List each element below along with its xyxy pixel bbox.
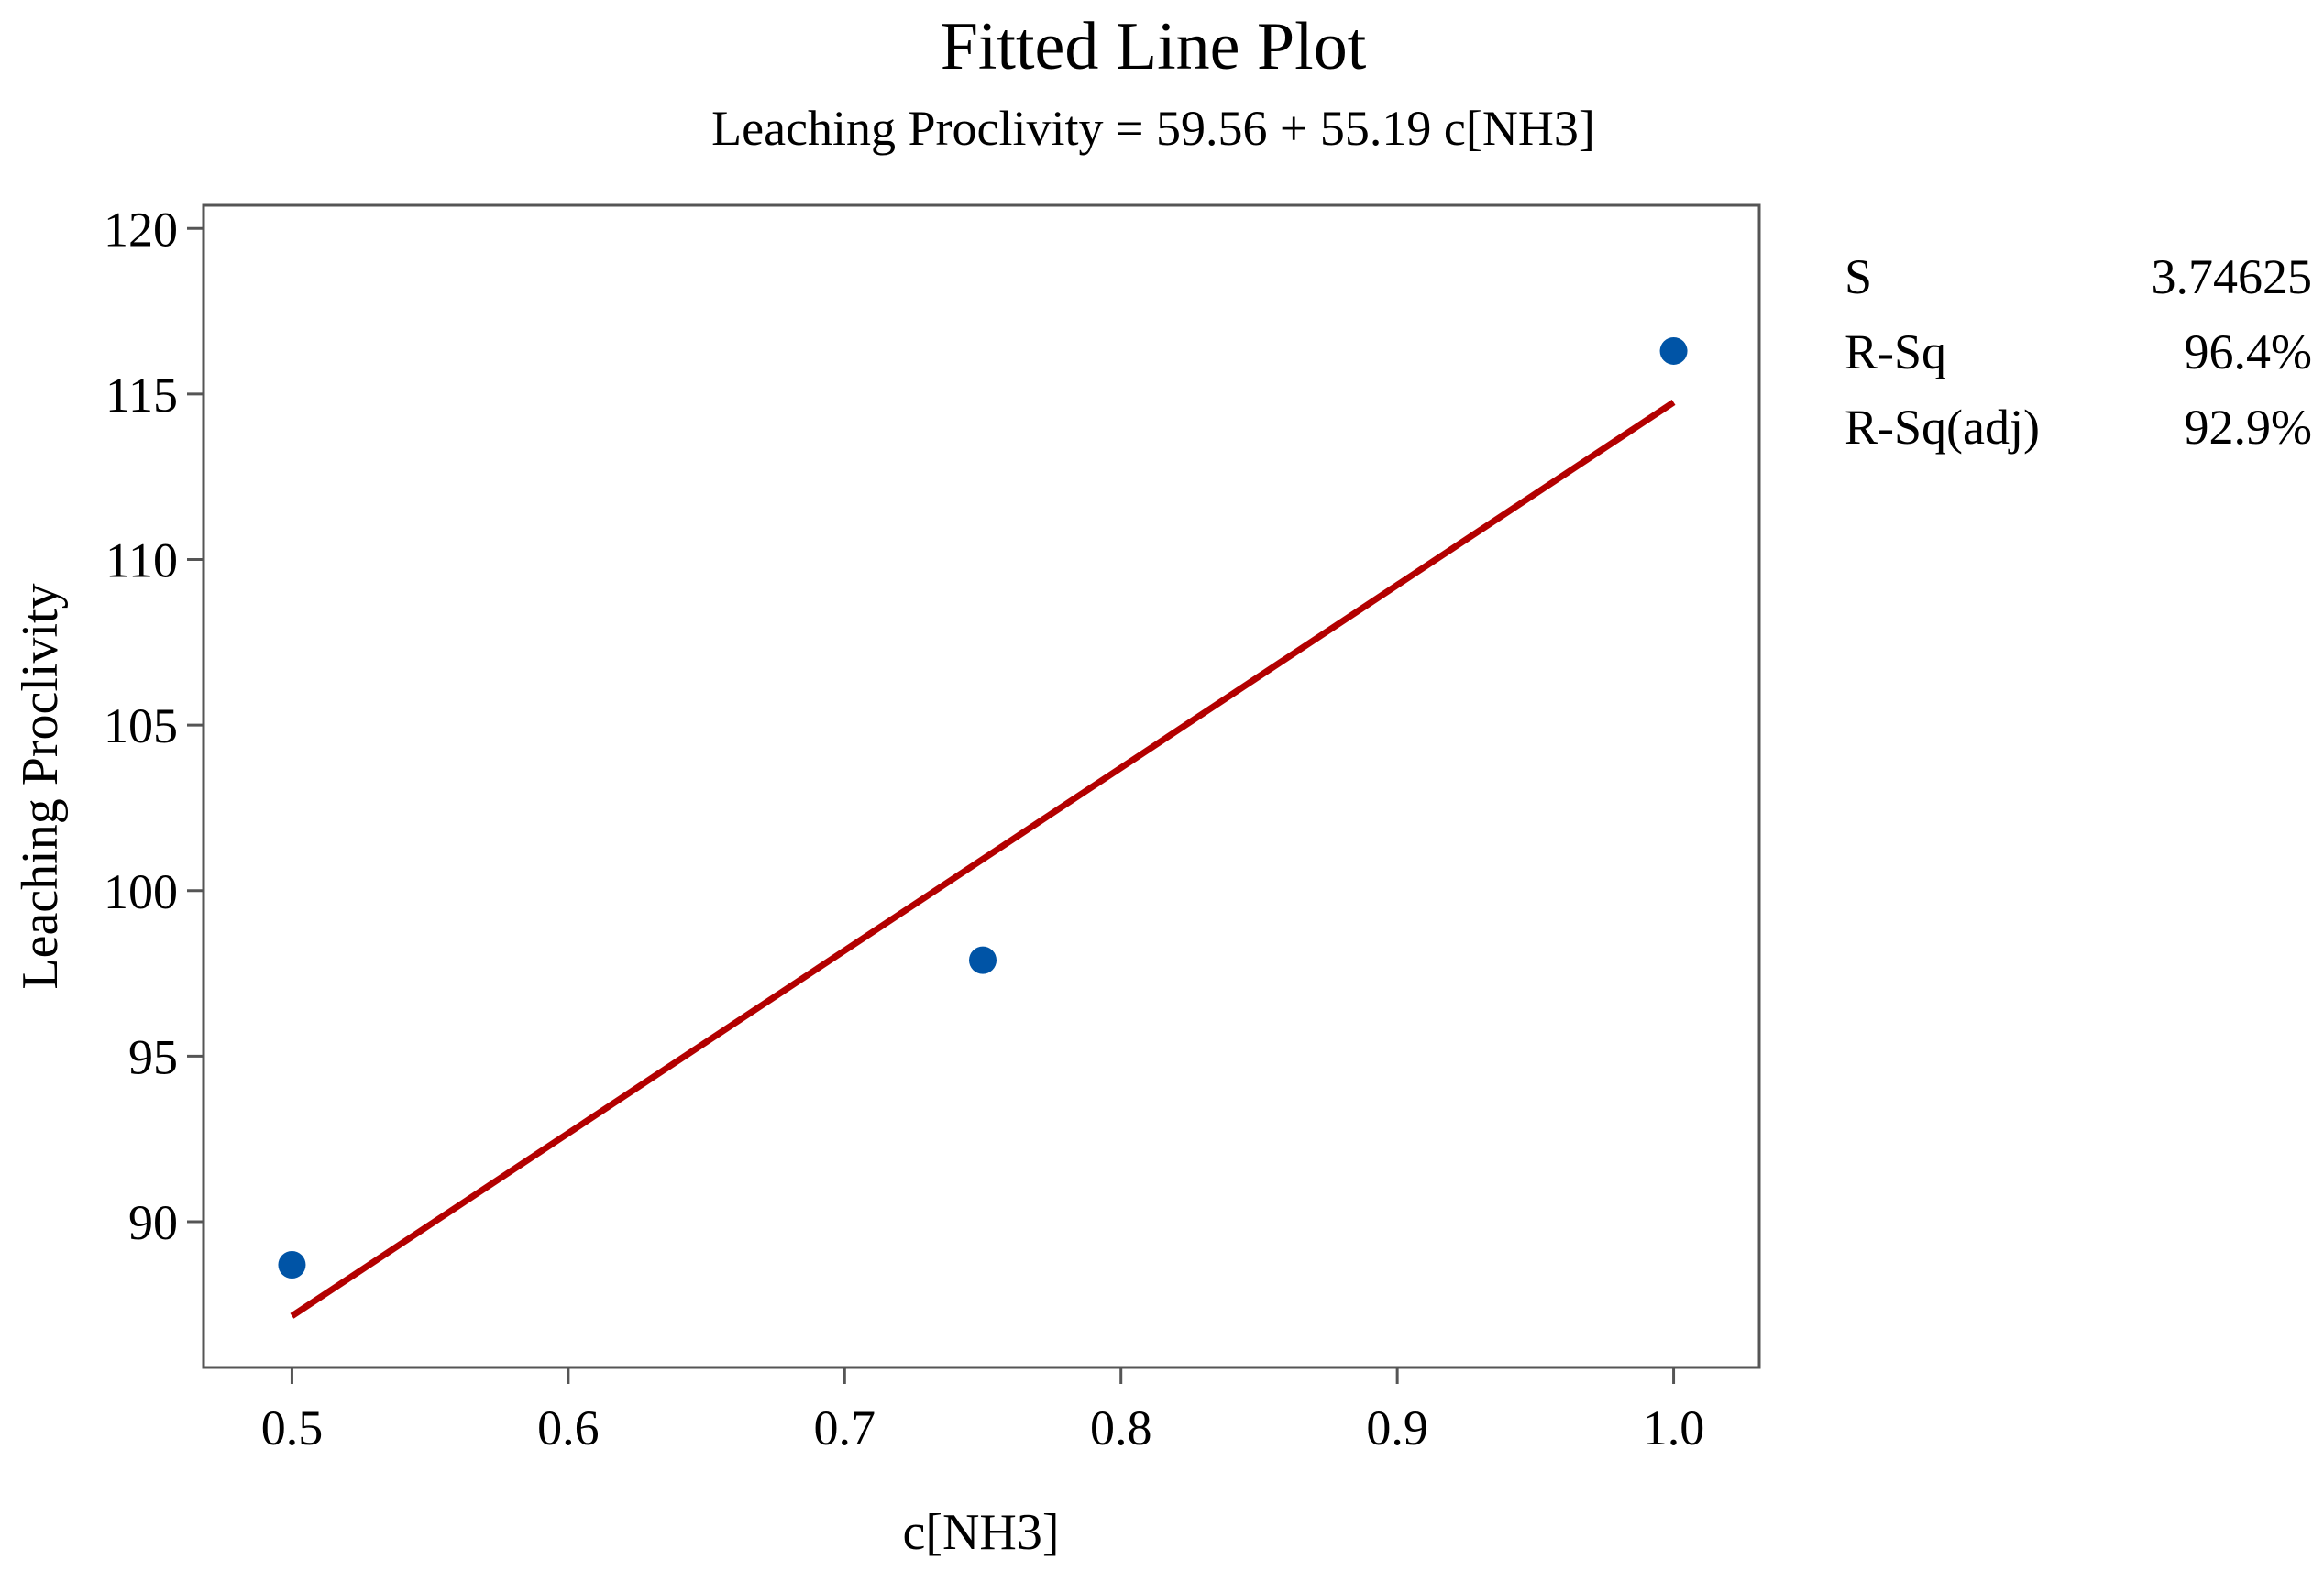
fitted-regression-line bbox=[290, 400, 1676, 1319]
data-point bbox=[278, 1251, 306, 1279]
stat-value: 3.74625 bbox=[2152, 249, 2313, 304]
y-tick-label: 95 bbox=[128, 1029, 178, 1084]
stat-label: R-Sq(adj) bbox=[1845, 400, 2040, 455]
x-tick-label: 0.8 bbox=[1090, 1400, 1152, 1455]
x-tick-label: 0.9 bbox=[1366, 1400, 1428, 1455]
x-tick-label: 0.7 bbox=[814, 1400, 876, 1455]
y-axis-label: Leaching Proclivity bbox=[12, 583, 69, 989]
y-tick-label: 100 bbox=[104, 864, 178, 919]
y-tick-label: 110 bbox=[105, 533, 178, 588]
data-point bbox=[969, 946, 997, 974]
stat-label: R-Sq bbox=[1845, 324, 1946, 379]
stat-value: 92.9% bbox=[2185, 400, 2312, 455]
data-points bbox=[278, 336, 1688, 1279]
x-tick-label: 0.6 bbox=[537, 1400, 600, 1455]
data-point bbox=[1659, 336, 1688, 365]
y-tick-label: 105 bbox=[104, 698, 178, 753]
y-tick-label: 120 bbox=[104, 202, 178, 257]
x-axis-label: c[NH3] bbox=[902, 1504, 1059, 1561]
y-tick-label: 90 bbox=[128, 1195, 178, 1250]
plot-area bbox=[202, 203, 1761, 1369]
chart-subtitle: Leaching Proclivity = 59.56 + 55.19 c[NH… bbox=[711, 101, 1595, 156]
x-tick-label: 0.5 bbox=[261, 1400, 324, 1455]
x-tick-label: 1.0 bbox=[1643, 1400, 1705, 1455]
stat-value: 96.4% bbox=[2185, 324, 2312, 379]
chart-title: Fitted Line Plot bbox=[941, 9, 1367, 84]
fit-statistics: S 3.74625 R-Sq 96.4% R-Sq(adj) 92.9% bbox=[1845, 249, 2312, 455]
y-tick-label: 115 bbox=[105, 368, 178, 423]
stat-label: S bbox=[1845, 249, 1872, 304]
y-axis: 90 95 100 105 110 115 120 bbox=[104, 202, 204, 1250]
x-axis: 0.5 0.6 0.7 0.8 0.9 1.0 bbox=[261, 1367, 1705, 1455]
